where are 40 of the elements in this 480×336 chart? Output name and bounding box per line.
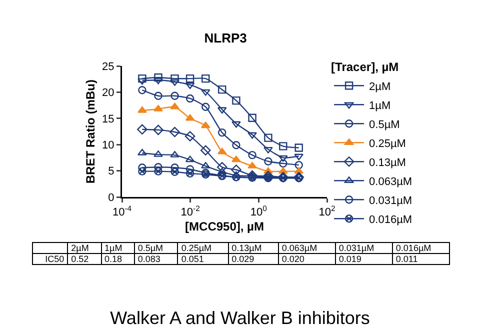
x-tick-label: 10$^{2}$ — [318, 204, 336, 219]
text: 0.016µM — [396, 243, 432, 253]
legend-label: 0.13µM — [369, 156, 406, 169]
text: 0.019 — [335, 254, 392, 264]
y-axis-title: BRET Ratio (mBu) — [84, 80, 98, 184]
text: 0.18 — [101, 254, 134, 264]
text: 0.13µM — [232, 243, 262, 253]
x-axis-title: [MCC950], µM — [185, 219, 264, 234]
y-tick-label: 20 — [102, 87, 114, 100]
y-tick-label: 0 — [108, 192, 114, 204]
y-tick-label: 5 — [108, 166, 114, 178]
legend-label: 0.5µM — [369, 118, 400, 131]
text: 0.063µM — [282, 243, 318, 253]
text: 0.029 — [228, 254, 278, 264]
text: 0.031µM — [338, 243, 374, 253]
y-tick-label: 10 — [102, 139, 114, 152]
text: 1µM — [104, 243, 122, 253]
text: IC50 — [32, 254, 68, 264]
legend-label: 2µM — [369, 80, 391, 93]
legend-title: [Tracer], µM — [331, 60, 399, 74]
text: 0.25µM — [181, 243, 212, 253]
text: Walker A and Walker B inhibitors — [109, 308, 371, 329]
text: 0.083 — [134, 254, 178, 264]
text: 2µM — [71, 243, 89, 253]
legend-label: 0.063µM — [369, 176, 412, 188]
text: 0.051 — [178, 254, 228, 264]
chart-title: NLRP3 — [204, 30, 247, 46]
legend-label: 0.25µM — [369, 138, 406, 150]
x-tick-label: 10$^{-4}$ — [112, 204, 132, 219]
legend-label: 0.016µM — [369, 214, 412, 226]
y-tick-label: 25 — [102, 60, 114, 73]
legend-label: 0.031µM — [369, 194, 412, 207]
x-tick-label: 10$^{-2}$ — [180, 204, 200, 219]
x-tick-label: 10$^{0}$ — [250, 204, 267, 219]
text: 0.020 — [278, 254, 336, 264]
text: 0.52 — [68, 254, 101, 264]
y-tick-label: 15 — [102, 113, 114, 126]
legend-label: 1µM — [369, 100, 391, 112]
text: 0.5µM — [138, 243, 164, 253]
text: 0.011 — [392, 254, 450, 264]
